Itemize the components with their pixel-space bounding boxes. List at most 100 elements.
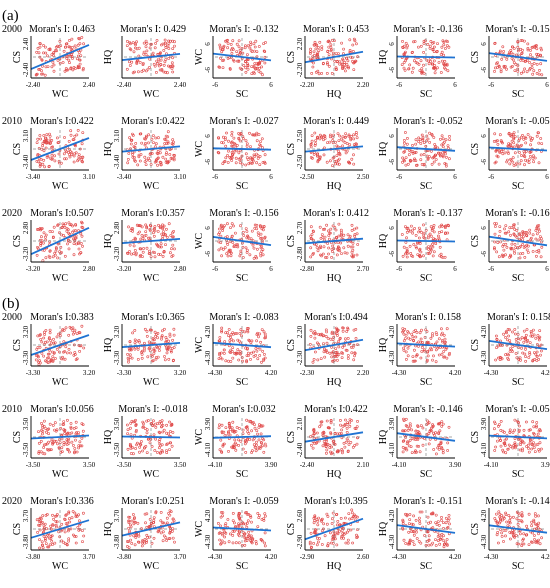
data-point [328, 159, 332, 163]
data-point [442, 534, 445, 538]
data-point [427, 252, 431, 256]
data-point [495, 521, 499, 525]
data-point [524, 136, 528, 140]
data-point [37, 360, 40, 364]
data-point [171, 142, 175, 146]
data-point [415, 330, 419, 334]
data-point [414, 150, 418, 154]
data-point [410, 332, 414, 336]
data-point [494, 358, 498, 362]
data-point [495, 222, 498, 226]
data-point [218, 353, 222, 357]
data-point [414, 530, 418, 534]
data-point [60, 539, 64, 543]
data-point [511, 52, 515, 56]
data-point [156, 163, 159, 167]
x-tick-label: 6 [453, 173, 457, 181]
data-point [67, 247, 71, 251]
data-point [38, 238, 42, 242]
data-point [353, 354, 356, 358]
data-point [232, 142, 236, 145]
data-point [417, 444, 421, 448]
data-point [442, 53, 446, 57]
x-tick-label: -4.30 [208, 369, 223, 377]
data-point [309, 225, 313, 229]
point-cloud [35, 220, 85, 263]
data-point [70, 440, 74, 444]
data-point [156, 149, 160, 153]
data-point [138, 230, 141, 234]
data-point [355, 232, 359, 236]
data-point [316, 358, 320, 362]
data-point [349, 528, 353, 532]
data-point [81, 423, 85, 427]
data-point [314, 243, 318, 247]
data-point [245, 230, 249, 233]
data-point [498, 355, 502, 359]
data-point [165, 151, 169, 155]
data-point [352, 153, 355, 157]
data-point [508, 530, 512, 534]
data-point [525, 328, 529, 331]
data-point [157, 446, 161, 450]
data-point [129, 421, 133, 425]
x-axis-label: HQ [327, 89, 342, 100]
data-point [77, 155, 81, 159]
data-point [335, 154, 339, 158]
data-point [427, 247, 431, 251]
data-point [37, 518, 41, 521]
data-point [535, 424, 538, 428]
y-tick-label: 6 [204, 226, 212, 230]
data-point [420, 340, 424, 344]
data-point [402, 339, 406, 343]
data-point [38, 538, 41, 542]
year-label: 2010 [2, 116, 22, 127]
data-point [416, 437, 420, 441]
data-point [173, 247, 176, 251]
data-point [148, 441, 152, 445]
data-point [507, 358, 511, 362]
data-point [48, 336, 51, 340]
data-point [73, 353, 77, 356]
x-axis-label: HQ [327, 561, 342, 572]
data-point [161, 254, 165, 258]
data-point [338, 60, 342, 64]
data-point [412, 40, 415, 44]
data-point [321, 61, 325, 65]
data-point [447, 146, 450, 150]
data-point [233, 332, 237, 335]
data-point [438, 153, 442, 157]
data-point [251, 438, 255, 442]
data-point [504, 534, 507, 538]
data-point [431, 424, 435, 428]
data-point [414, 335, 418, 339]
data-point [231, 420, 235, 424]
data-point [417, 432, 421, 436]
data-point [80, 444, 84, 448]
data-point [534, 514, 538, 518]
data-point [421, 138, 425, 142]
y-tick-label: -6 [480, 251, 488, 257]
data-point [526, 251, 530, 254]
data-point [520, 135, 523, 139]
data-point [68, 155, 72, 159]
data-point [67, 510, 71, 514]
data-point [308, 342, 312, 346]
data-point [69, 422, 73, 425]
x-axis-label: WC [143, 377, 159, 388]
y-tick-label: -3.40 [22, 154, 30, 169]
data-point [55, 49, 59, 53]
data-point [347, 512, 351, 516]
data-point [326, 50, 330, 54]
data-point [440, 134, 444, 138]
data-point [133, 145, 137, 149]
data-point [126, 540, 130, 544]
data-point [240, 334, 244, 338]
data-point [74, 223, 78, 227]
data-point [144, 69, 148, 73]
data-point [437, 61, 441, 64]
x-tick-label: 6 [545, 173, 549, 181]
data-point [218, 336, 222, 339]
data-point [73, 152, 77, 156]
data-point [417, 236, 421, 240]
